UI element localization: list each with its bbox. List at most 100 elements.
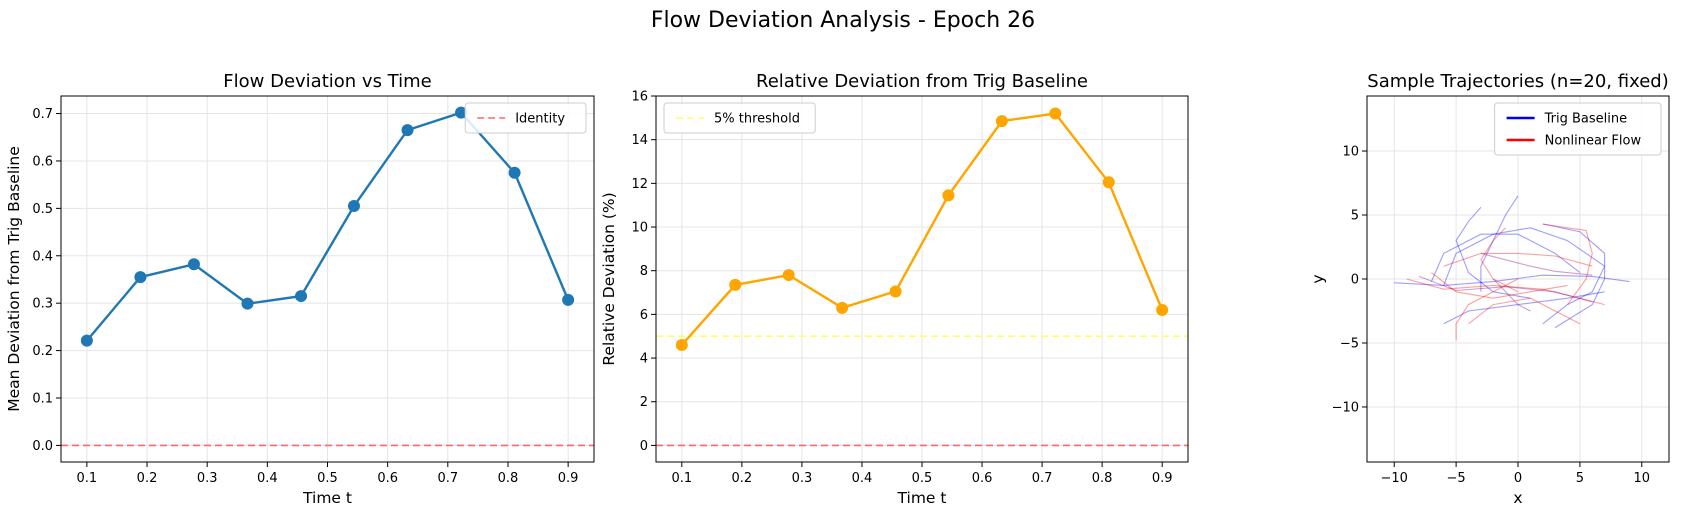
- legend-label: Identity: [515, 112, 565, 127]
- chart-1: 0.1 0.2 0.3 0.4 0.5 0.6 0.7 0.8 0.9 0.0 0.1 0.2 0.3 0…: [5, 71, 595, 507]
- trajectory-path: [1542, 223, 1606, 329]
- trajectory-path: [1480, 195, 1519, 292]
- y-tick-label: 0: [640, 439, 648, 454]
- data-point: [995, 115, 1008, 128]
- y-axis-label: Mean Deviation from Trig Baseline: [5, 146, 23, 412]
- trajectory-path: [1542, 223, 1593, 305]
- x-tick-label: 10: [1633, 471, 1650, 486]
- x-tick-label: 0.3: [792, 471, 813, 486]
- charts: 0.1 0.2 0.3 0.4 0.5 0.6 0.7 0.8 0.9 0.0 0.1 0.2 0.3 0…: [5, 71, 1670, 507]
- trajectory-path: [1480, 252, 1593, 276]
- x-tick-label: 0.9: [558, 471, 579, 486]
- y-tick-label: −10: [1332, 400, 1359, 415]
- x-tick-label: 0.3: [197, 471, 218, 486]
- x-axis-label: x: [1513, 489, 1522, 507]
- y-tick-label: 0.2: [32, 344, 53, 359]
- x-tick-label: 0.9: [1152, 471, 1173, 486]
- x-tick-label: 0.6: [377, 471, 398, 486]
- data-point: [1049, 107, 1062, 120]
- data-point: [187, 258, 200, 271]
- legend-box: [1494, 102, 1662, 156]
- trajectory-path: [1480, 227, 1519, 293]
- series-line: [680, 112, 1164, 346]
- x-tick-label: 0.5: [317, 471, 338, 486]
- x-tick-label: 0.4: [852, 471, 873, 486]
- legend-label: Nonlinear Flow: [1545, 134, 1642, 149]
- trajectory-path: [1443, 227, 1606, 325]
- y-tick-label: 10: [631, 221, 648, 236]
- trajectory-path: [1455, 278, 1519, 341]
- legend-label: Trig Baseline: [1544, 112, 1628, 127]
- chart-3: −10 −5 0 5 10 −10 −5 0 5 10 Sample Trajectories (n…: [1309, 71, 1670, 507]
- legend-box: [663, 102, 816, 134]
- x-tick-label: 0.1: [77, 471, 98, 486]
- y-tick-label: 12: [631, 177, 648, 192]
- y-tick-label: 0.7: [32, 107, 53, 122]
- trajectory-path: [1492, 278, 1531, 312]
- trajectory-path: [1455, 206, 1531, 299]
- y-tick-label: 0: [1351, 273, 1359, 288]
- trajectory-path: [1431, 272, 1568, 299]
- data-point: [295, 290, 308, 303]
- trajectory-path: [1406, 278, 1605, 306]
- x-tick-label: 0.4: [257, 471, 278, 486]
- y-tick-label: 0.5: [32, 202, 53, 217]
- data-point: [1156, 304, 1169, 317]
- data-point: [401, 124, 414, 137]
- x-tick-label: −5: [1447, 471, 1466, 486]
- legend: Trig Baseline Nonlinear Flow: [1494, 102, 1662, 156]
- trajectory-path: [1443, 252, 1593, 267]
- y-tick-label: 5: [1351, 209, 1359, 224]
- x-tick-label: 0: [1514, 471, 1522, 486]
- chart-title: Sample Trajectories (n=20, fixed): [1367, 71, 1668, 92]
- y-axis-label: y: [1309, 274, 1327, 283]
- data-point: [347, 199, 360, 212]
- x-axis-label: Time t: [897, 489, 947, 507]
- chart-2: 0.1 0.2 0.3 0.4 0.5 0.6 0.7 0.8 0.9 0 2 4 6 8 10 12 14 16…: [600, 71, 1189, 507]
- legend-label: 5% threshold: [714, 112, 800, 127]
- x-tick-label: 0.1: [671, 471, 692, 486]
- y-tick-label: 10: [1342, 145, 1359, 160]
- legend: Identity: [464, 102, 587, 134]
- figure-suptitle: Flow Deviation Analysis - Epoch 26: [651, 8, 1035, 33]
- data-point: [889, 285, 902, 298]
- x-tick-label: 0.8: [498, 471, 519, 486]
- legend-box: [464, 102, 587, 134]
- chart-title: Flow Deviation vs Time: [223, 71, 431, 92]
- chart-title: Relative Deviation from Trig Baseline: [756, 71, 1088, 92]
- x-tick-label: 0.7: [437, 471, 458, 486]
- x-tick-label: 0.6: [972, 471, 993, 486]
- data-point: [241, 297, 254, 310]
- trajectory-path: [1430, 233, 1581, 282]
- x-tick-label: −10: [1381, 471, 1408, 486]
- y-tick-label: 0.3: [32, 297, 53, 312]
- y-tick-label: 0.0: [32, 439, 53, 454]
- x-tick-label: 0.2: [137, 471, 158, 486]
- data-point: [675, 338, 688, 351]
- data-point: [562, 293, 575, 306]
- x-tick-label: 0.7: [1032, 471, 1053, 486]
- y-tick-label: 0.1: [32, 391, 53, 406]
- y-tick-label: 14: [631, 133, 648, 148]
- data-point: [729, 278, 742, 291]
- y-tick-label: 0.4: [32, 249, 53, 264]
- y-tick-label: 0.6: [32, 154, 53, 169]
- trajectory-path: [1394, 274, 1630, 286]
- x-tick-label: 0.8: [1092, 471, 1113, 486]
- data-point: [782, 269, 795, 282]
- legend: 5% threshold: [663, 102, 816, 134]
- data-point: [836, 301, 849, 314]
- y-tick-label: 16: [631, 90, 648, 105]
- trajectory-path: [1468, 297, 1581, 325]
- data-point: [455, 106, 468, 119]
- data-point: [80, 334, 93, 347]
- x-tick-label: 0.2: [732, 471, 753, 486]
- data-point: [942, 189, 955, 202]
- y-tick-label: 8: [640, 264, 648, 279]
- x-tick-label: 5: [1576, 471, 1584, 486]
- y-tick-label: −5: [1340, 336, 1359, 351]
- y-axis-label: Relative Deviation (%): [600, 192, 618, 365]
- x-tick-label: 0.5: [912, 471, 933, 486]
- trajectory-path: [1418, 275, 1593, 303]
